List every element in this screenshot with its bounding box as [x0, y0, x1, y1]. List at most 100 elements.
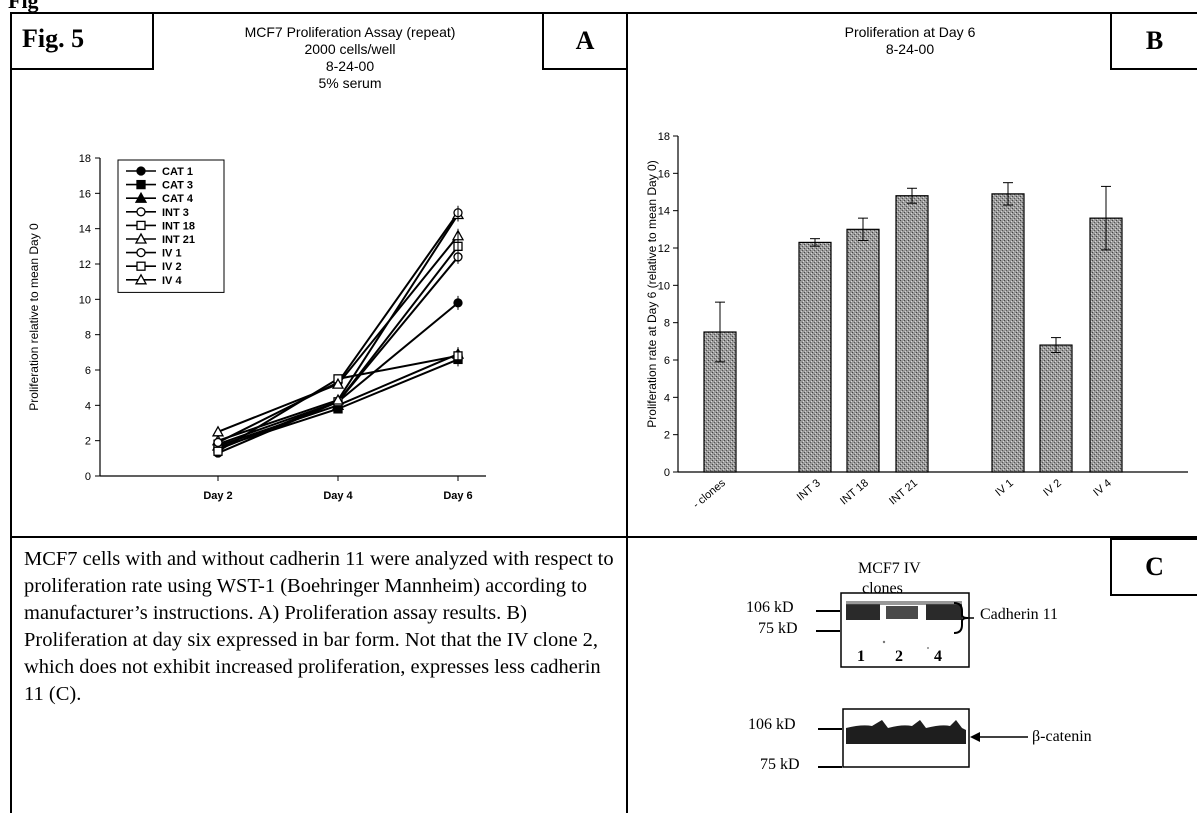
band-label-catenin: β-catenin [1032, 728, 1092, 745]
series-line [217, 256, 459, 451]
y-tick-label: 0 [85, 471, 91, 483]
figure-caption: MCF7 cells with and without cadherin 11 … [24, 548, 614, 705]
x-tick-label: IV 2 [1041, 477, 1064, 499]
data-point [213, 437, 223, 448]
panel-a-title-line: 8-24-00 [325, 58, 375, 74]
bar [1039, 344, 1073, 473]
y-tick-label: 14 [658, 206, 670, 218]
lane-label: 4 [934, 648, 942, 665]
x-tick-label: IV 1 [993, 477, 1016, 499]
y-tick-label: 18 [79, 153, 91, 165]
lane-label: 2 [895, 648, 903, 665]
panel-b-title: Proliferation at Day 6 8-24-00 [750, 24, 1070, 58]
legend-label: INT 21 [162, 234, 195, 246]
frame-row-divider [10, 536, 1197, 538]
x-tick-label: IV 4 [1091, 477, 1114, 499]
figure-label: Fig. 5 [22, 24, 85, 53]
x-tick-label: - clones [691, 477, 729, 511]
y-tick-label: 4 [85, 400, 91, 412]
legend-marker [134, 191, 148, 203]
bar [1089, 217, 1123, 473]
y-tick-label: 8 [85, 330, 91, 342]
x-tick-label: Day 2 [203, 490, 232, 502]
bar [846, 228, 880, 473]
legend-label: IV 4 [162, 275, 182, 287]
bar-chart: 0 2 4 6 8 10 12 14 16 18 Proliferation rate at Day… [645, 131, 1188, 511]
legend-label: CAT 1 [162, 166, 193, 178]
lane-label: 1 [857, 648, 865, 665]
figure-label-box: Fig. 5 [10, 12, 154, 70]
marker-tick [816, 630, 840, 632]
frame-middle [626, 12, 628, 813]
bracket-icon [953, 602, 974, 634]
panel-b-title-line: Proliferation at Day 6 [844, 24, 976, 40]
series-line [217, 245, 459, 446]
y-tick-label: 12 [79, 259, 91, 271]
panel-a-title-line: 5% serum [318, 75, 382, 91]
blot-bottom [842, 708, 970, 768]
marker-tick [818, 766, 842, 768]
legend-marker [136, 166, 146, 176]
band-label-cadherin: Cadherin 11 [980, 606, 1059, 623]
bar [798, 241, 832, 473]
legend-label: CAT 3 [162, 180, 193, 192]
marker-tick [816, 610, 840, 612]
cadherin-band-lane-4 [926, 604, 962, 620]
legend-marker [136, 261, 146, 271]
data-point [213, 446, 223, 456]
y-tick-label: 2 [664, 430, 670, 442]
data-point [331, 377, 345, 389]
x-tick-label: Day 4 [323, 490, 353, 502]
legend-marker [134, 273, 148, 285]
line-chart: 0 2 4 6 8 10 12 14 16 18 Day 2 Day 4 Day 6 Proliferat… [27, 153, 486, 502]
legend-marker [136, 247, 146, 258]
y-tick-label: 18 [658, 131, 670, 143]
y-tick-label: 8 [664, 318, 670, 330]
legend-label: IV 2 [162, 261, 182, 273]
marker-106-top: 106 kD [746, 599, 794, 616]
marker-75-top: 75 kD [758, 620, 798, 637]
y-tick-label: 10 [79, 294, 91, 306]
marker-106-bottom: 106 kD [748, 716, 796, 733]
legend-marker [136, 207, 146, 217]
blot-title-line1: MCF7 IV [858, 560, 921, 577]
panel-a-title-line: 2000 cells/well [304, 41, 396, 57]
legend-marker [136, 179, 146, 190]
marker-tick [818, 728, 842, 730]
y-tick-label: 4 [664, 392, 670, 404]
arrow-left-icon [970, 732, 1028, 742]
data-point [211, 425, 225, 437]
x-tick-label: Day 6 [443, 490, 472, 502]
x-tick-label: INT 21 [887, 477, 920, 507]
y-tick-label: 16 [79, 188, 91, 200]
y-axis-label: Proliferation relative to mean Day 0 [27, 223, 41, 411]
data-point [331, 393, 345, 405]
x-tick-label: INT 3 [795, 477, 823, 503]
blot-top [840, 592, 970, 668]
panel-c-letter: C [1110, 538, 1197, 596]
marker-75-bottom: 75 kD [760, 756, 800, 773]
y-tick-label: 10 [658, 280, 670, 292]
y-tick-label: 6 [664, 355, 670, 367]
panel-b-letter: B [1110, 12, 1197, 70]
y-tick-label: 0 [664, 467, 670, 479]
legend-label: IV 1 [162, 248, 182, 260]
panel-b-title-line: 8-24-00 [885, 41, 935, 57]
y-tick-label: 12 [658, 243, 670, 255]
legend-label: CAT 4 [162, 193, 194, 205]
bar [991, 193, 1025, 473]
legend-label: INT 18 [162, 220, 195, 232]
legend-marker [136, 220, 146, 231]
y-tick-label: 14 [79, 224, 91, 236]
y-axis-label: Proliferation rate at Day 6 (relative to… [645, 160, 659, 427]
panel-a-title-line: MCF7 Proliferation Assay (repeat) [244, 24, 456, 40]
x-tick-label: INT 18 [838, 477, 871, 507]
legend-label: INT 3 [162, 207, 189, 219]
panel-a-title: MCF7 Proliferation Assay (repeat) 2000 c… [180, 24, 520, 92]
y-tick-label: 2 [85, 436, 91, 448]
frame-left [10, 12, 12, 813]
panel-a-letter: A [542, 12, 628, 70]
bar [895, 195, 929, 473]
header-partial: Fig [8, 0, 39, 13]
legend-marker [134, 232, 148, 244]
